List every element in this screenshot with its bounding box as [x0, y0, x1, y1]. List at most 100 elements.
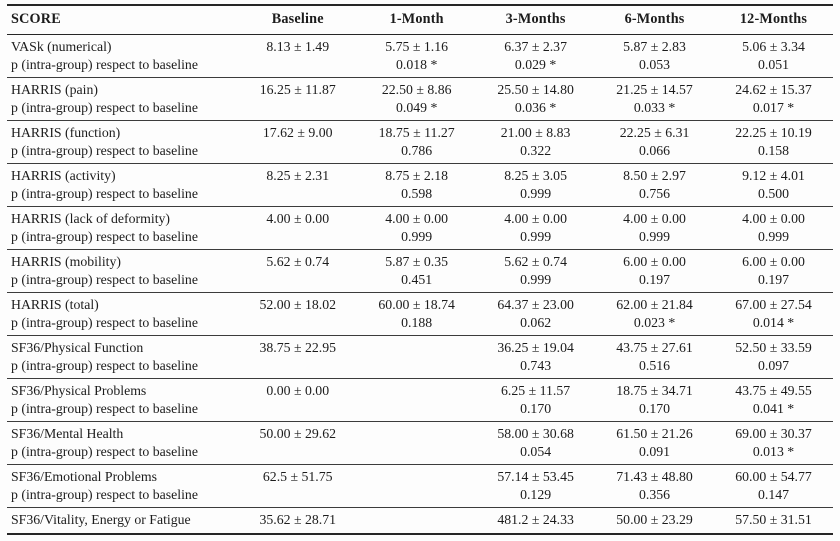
p-value: [359, 486, 474, 504]
p-value: 0.500: [757, 185, 790, 201]
value-cell-1-month: 5.87 ± 0.35 0.451: [357, 250, 476, 293]
score-value: 43.75 ± 49.55: [735, 383, 812, 398]
score-value: 52.00 ± 18.02: [259, 297, 337, 312]
p-value: [240, 56, 355, 74]
score-value: 8.50 ± 2.97: [623, 168, 686, 183]
p-value: 0.041 *: [752, 400, 795, 416]
value-cell-12-months: 67.00 ± 27.54 0.014 *: [714, 293, 833, 336]
p-row-label: p (intra-group) respect to baseline: [11, 271, 198, 287]
p-value: 0.999: [757, 228, 790, 244]
score-cell: HARRIS (function) p (intra-group) respec…: [7, 121, 238, 164]
score-cell: SF36/Mental Health p (intra-group) respe…: [7, 422, 238, 465]
p-value: 0.999: [520, 228, 552, 244]
value-cell-3-months: 8.25 ± 3.05 0.999: [476, 164, 595, 207]
value-cell-3-months: 57.14 ± 53.45 0.129: [476, 465, 595, 508]
score-value: 5.87 ± 0.35: [385, 254, 449, 269]
p-value: [240, 400, 355, 418]
score-label: HARRIS (activity): [11, 168, 116, 183]
column-header-score: SCORE: [11, 11, 61, 27]
p-value: 0.356: [639, 486, 671, 502]
value-cell-3-months: 21.00 ± 8.83 0.322: [476, 121, 595, 164]
value-cell-3-months: 5.62 ± 0.74 0.999: [476, 250, 595, 293]
score-value: 22.50 ± 8.86: [381, 82, 452, 97]
value-cell-baseline: 16.25 ± 11.87: [238, 78, 357, 121]
p-value: [240, 314, 355, 332]
p-row-label: p (intra-group) respect to baseline: [11, 486, 198, 502]
p-value: 0.049 *: [395, 99, 438, 115]
score-value: 4.00 ± 0.00: [742, 211, 805, 226]
value-cell-1-month: [357, 465, 476, 508]
p-row-label: p (intra-group) respect to baseline: [11, 99, 198, 115]
table-row: SF36/Physical Function p (intra-group) r…: [7, 336, 833, 379]
p-value: [240, 99, 355, 117]
table-row: HARRIS (pain) p (intra-group) respect to…: [7, 78, 833, 121]
score-value: 21.25 ± 14.57: [616, 82, 693, 97]
p-value: [240, 185, 355, 203]
column-header-1-month: 1-Month: [389, 11, 444, 27]
score-value: 6.00 ± 0.00: [623, 254, 686, 269]
score-value: 43.75 ± 27.61: [616, 340, 693, 355]
score-value: 57.14 ± 53.45: [497, 469, 574, 484]
score-cell: VASk (numerical) p (intra-group) respect…: [7, 35, 238, 78]
value-cell-baseline: 52.00 ± 18.02: [238, 293, 357, 336]
p-value: 0.188: [401, 314, 433, 330]
p-value: [240, 443, 355, 461]
p-value: [359, 443, 474, 461]
score-label: SF36/Emotional Problems: [11, 469, 158, 484]
value-cell-6-months: 62.00 ± 21.84 0.023 *: [595, 293, 714, 336]
value-cell-6-months: 8.50 ± 2.97 0.756: [595, 164, 714, 207]
score-value: [359, 339, 474, 357]
value-cell-1-month: [357, 336, 476, 379]
p-value: 0.097: [757, 357, 790, 373]
value-cell-6-months: 61.50 ± 21.26 0.091: [595, 422, 714, 465]
score-value: 8.13 ± 1.49: [266, 39, 330, 54]
value-cell-12-months: 60.00 ± 54.77 0.147: [714, 465, 833, 508]
p-row-label: p (intra-group) respect to baseline: [11, 357, 198, 373]
p-value: 0.999: [639, 228, 671, 244]
p-value: [240, 142, 355, 160]
value-cell-1-month: [357, 508, 476, 535]
p-row-label: p (intra-group) respect to baseline: [11, 314, 198, 330]
value-cell-baseline: 4.00 ± 0.00: [238, 207, 357, 250]
score-cell: SF36/Physical Problems p (intra-group) r…: [7, 379, 238, 422]
value-cell-6-months: 5.87 ± 2.83 0.053: [595, 35, 714, 78]
value-cell-baseline: 8.25 ± 2.31: [238, 164, 357, 207]
score-label: HARRIS (total): [11, 297, 99, 312]
value-cell-baseline: 50.00 ± 29.62: [238, 422, 357, 465]
p-value: 0.062: [520, 314, 552, 330]
value-cell-3-months: 36.25 ± 19.04 0.743: [476, 336, 595, 379]
score-label: HARRIS (mobility): [11, 254, 121, 269]
p-value: 0.018 *: [395, 56, 438, 72]
p-value: [359, 357, 474, 375]
score-cell: HARRIS (pain) p (intra-group) respect to…: [7, 78, 238, 121]
value-cell-12-months: 6.00 ± 0.00 0.197: [714, 250, 833, 293]
score-value: 18.75 ± 11.27: [378, 125, 455, 140]
table-row: VASk (numerical) p (intra-group) respect…: [7, 35, 833, 78]
score-value: [359, 511, 474, 529]
score-value: 16.25 ± 11.87: [259, 82, 336, 97]
value-cell-1-month: 8.75 ± 2.18 0.598: [357, 164, 476, 207]
p-value: 0.322: [520, 142, 552, 158]
score-value: 18.75 ± 34.71: [616, 383, 693, 398]
value-cell-6-months: 50.00 ± 23.29: [595, 508, 714, 535]
score-label: SF36/Physical Problems: [11, 383, 147, 398]
score-value: 57.50 ± 31.51: [735, 512, 812, 527]
score-value: [359, 382, 474, 400]
p-value: 0.158: [757, 142, 790, 158]
score-value: 52.50 ± 33.59: [735, 340, 812, 355]
score-value: 4.00 ± 0.00: [623, 211, 686, 226]
p-value: 0.999: [520, 271, 552, 287]
score-value: 35.62 ± 28.71: [259, 512, 337, 527]
p-row-label: p (intra-group) respect to baseline: [11, 142, 198, 158]
score-value: 6.00 ± 0.00: [742, 254, 805, 269]
value-cell-6-months: 21.25 ± 14.57 0.033 *: [595, 78, 714, 121]
score-cell: SF36/Emotional Problems p (intra-group) …: [7, 465, 238, 508]
p-value: 0.197: [639, 271, 671, 287]
p-value: 0.598: [401, 185, 433, 201]
p-value: 0.129: [520, 486, 552, 502]
value-cell-1-month: 4.00 ± 0.00 0.999: [357, 207, 476, 250]
p-row-label: p (intra-group) respect to baseline: [11, 185, 198, 201]
value-cell-12-months: 5.06 ± 3.34 0.051: [714, 35, 833, 78]
score-value: 64.37 ± 23.00: [497, 297, 574, 312]
